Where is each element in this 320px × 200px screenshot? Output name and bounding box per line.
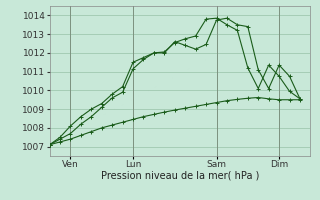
X-axis label: Pression niveau de la mer( hPa ): Pression niveau de la mer( hPa )	[101, 171, 259, 181]
